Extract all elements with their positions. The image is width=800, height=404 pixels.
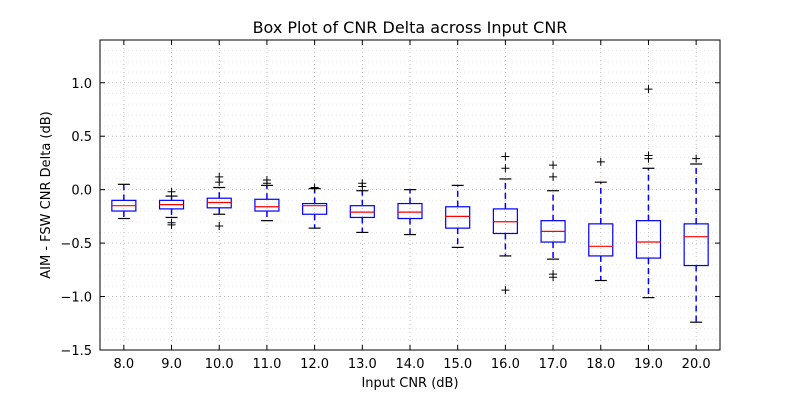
box-iqr	[445, 206, 471, 229]
x-tick-label: 18.0	[586, 357, 615, 372]
y-tick-label: −0.5	[60, 237, 92, 252]
box-group	[349, 179, 375, 234]
x-axis-label: Input CNR (dB)	[361, 376, 458, 391]
box-iqr	[635, 220, 662, 259]
boxes	[111, 85, 709, 323]
box-group	[111, 183, 137, 220]
box-group	[588, 157, 614, 282]
box-group	[540, 161, 566, 282]
box-iqr	[397, 202, 423, 220]
flier-point	[596, 157, 605, 166]
flier-point	[501, 164, 510, 173]
flier-point	[215, 222, 224, 230]
x-tick-label: 15.0	[443, 357, 472, 372]
box-group	[302, 183, 328, 229]
chart-title: Box Plot of CNR Delta across Input CNR	[253, 18, 568, 37]
grid-lines	[100, 39, 720, 351]
y-axis-label: AIM - FSW CNR Delta (dB)	[39, 111, 54, 278]
y-tick-label: −1.0	[60, 291, 92, 306]
flier-point	[501, 286, 510, 295]
x-tick-label: 16.0	[491, 357, 520, 372]
box-group	[683, 154, 709, 323]
x-tick-label: 10.0	[205, 357, 234, 372]
x-tick-label: 11.0	[252, 357, 281, 372]
box-iqr	[302, 202, 328, 215]
y-tick-label: 0.0	[71, 184, 92, 199]
plot-area	[100, 40, 720, 350]
box-group	[206, 172, 232, 230]
box-group	[492, 152, 518, 295]
flier-point	[692, 154, 701, 163]
flier-point	[167, 220, 176, 229]
x-tick-label: 13.0	[348, 357, 377, 372]
x-tick-label: 19.0	[634, 357, 663, 372]
y-tick-label: 0.5	[71, 130, 92, 145]
flier-point	[358, 179, 367, 188]
flier-point	[501, 152, 510, 161]
box-group	[445, 184, 471, 248]
x-tick-label: 14.0	[396, 357, 425, 372]
axis-ticks: −1.5 −1.0 −0.5 0.0 0.5 1.0 8.0 9.0 10.0 11.0 12.0 1…	[60, 40, 720, 372]
flier-point	[644, 85, 653, 94]
y-tick-label: 1.0	[71, 77, 92, 92]
flier-point	[644, 154, 653, 163]
flier-point	[549, 172, 558, 181]
box-iqr	[254, 198, 280, 212]
box-group	[158, 187, 185, 229]
x-tick-label: 9.0	[161, 357, 182, 372]
box-group	[254, 176, 280, 222]
flier-point	[262, 176, 271, 185]
box-group	[635, 85, 662, 299]
flier-point	[549, 161, 558, 170]
flier-point	[215, 172, 224, 181]
flier-point	[310, 183, 319, 192]
x-tick-label: 20.0	[682, 357, 711, 372]
x-tick-label: 17.0	[539, 357, 568, 372]
x-tick-label: 12.0	[300, 357, 329, 372]
box-group	[397, 189, 423, 236]
flier-point	[549, 273, 558, 282]
y-tick-label: −1.5	[60, 344, 92, 359]
x-tick-label: 8.0	[114, 357, 135, 372]
box-iqr	[588, 223, 614, 257]
box-iqr	[683, 223, 709, 267]
flier-point	[167, 187, 176, 196]
